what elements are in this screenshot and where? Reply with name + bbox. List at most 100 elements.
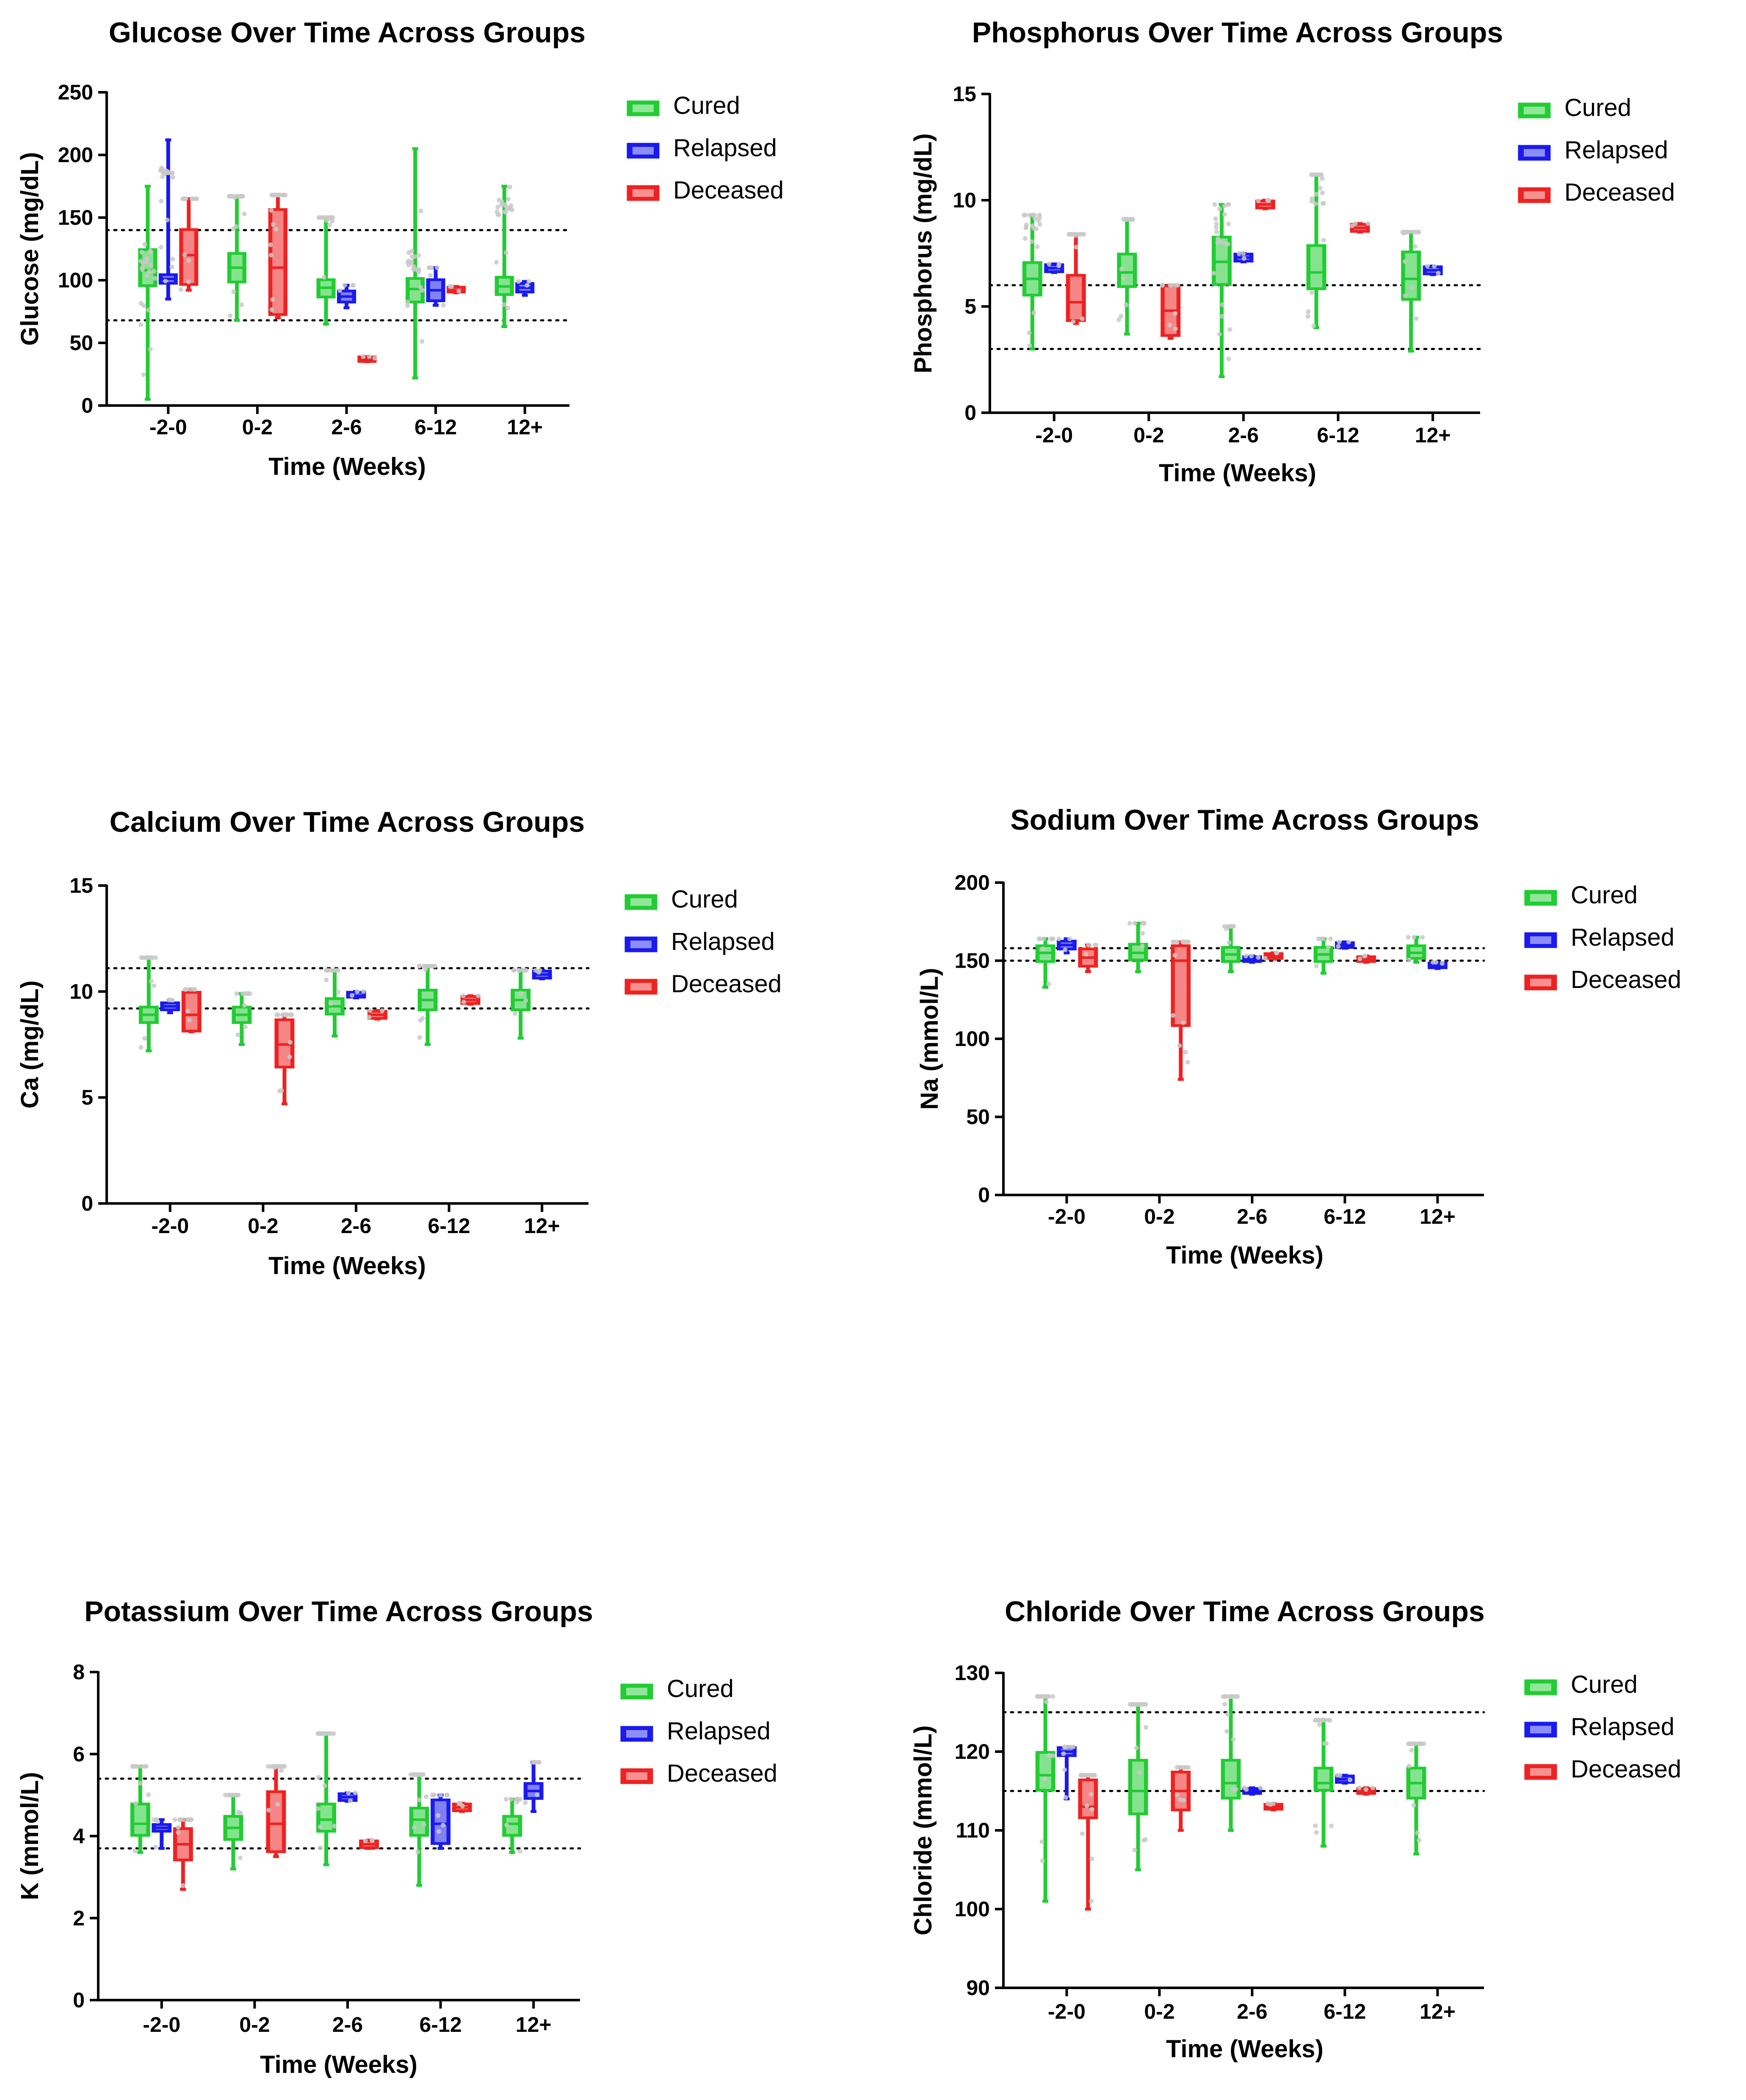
box-deceased-1 [1171, 939, 1191, 1081]
data-point [1228, 1694, 1233, 1699]
data-point [1215, 240, 1220, 245]
data-point [503, 210, 508, 215]
data-point [1237, 251, 1242, 256]
data-point [133, 1849, 138, 1854]
data-point [1029, 239, 1034, 244]
data-point [322, 1783, 327, 1788]
data-point [1121, 276, 1126, 281]
data-point [1181, 1020, 1186, 1025]
box-deceased-1 [1160, 283, 1181, 340]
data-point [1047, 1753, 1052, 1758]
x-tick-label: 6-12 [428, 1214, 470, 1238]
data-point [231, 289, 236, 294]
data-point [324, 968, 329, 973]
box [409, 1807, 429, 1837]
box-cured-2 [1221, 1694, 1241, 1832]
data-point [148, 262, 153, 267]
legend-swatch-inner [1530, 979, 1551, 986]
data-point [405, 303, 410, 308]
x-tick-label: -2-0 [151, 1214, 189, 1238]
data-point [1224, 926, 1229, 931]
data-point [265, 1764, 271, 1769]
data-point [1124, 302, 1129, 307]
data-point [163, 279, 168, 284]
data-point [1140, 943, 1145, 948]
data-point [1031, 310, 1036, 315]
legend: Cured Relapsed Deceased [620, 1675, 777, 1787]
box-cured-4 [1406, 935, 1426, 964]
data-point [1401, 229, 1406, 235]
box-relapsed-2 [337, 283, 356, 309]
y-tick-label: 15 [953, 82, 976, 106]
data-point [1168, 283, 1173, 288]
x-tick-label: -2-0 [1048, 2000, 1086, 2023]
y-tick-label: 0 [978, 1183, 990, 1207]
data-point [535, 1792, 540, 1797]
data-point [282, 1764, 287, 1769]
data-point [1223, 1694, 1228, 1699]
data-point [1313, 201, 1318, 206]
data-point [327, 223, 332, 228]
data-point [318, 215, 323, 220]
legend-label-cured: Cured [1571, 1671, 1638, 1698]
data-point [420, 1016, 425, 1021]
data-point [274, 227, 279, 232]
y-axis-title: Chloride (mmol/L) [909, 1725, 937, 1935]
data-point [182, 252, 187, 257]
data-point [1309, 172, 1314, 177]
legend-label-relapsed: Relapsed [673, 134, 777, 162]
data-point [1231, 924, 1236, 929]
data-point [367, 354, 372, 359]
data-point [1039, 1694, 1044, 1699]
data-point [1086, 943, 1091, 948]
y-tick-label: 100 [955, 1027, 990, 1051]
y-tick-label: 15 [69, 874, 93, 897]
data-point [282, 1012, 287, 1017]
box-cured-3 [405, 147, 425, 380]
data-point [1421, 1741, 1426, 1746]
data-point [1242, 256, 1247, 261]
box-relapsed-2 [337, 1791, 358, 1803]
data-point [1409, 1748, 1414, 1753]
data-point [380, 1008, 385, 1013]
x-tick-label: -2-0 [149, 415, 187, 439]
data-point [242, 1003, 247, 1008]
data-point [348, 1798, 353, 1803]
box [181, 991, 202, 1032]
data-point [370, 1838, 375, 1843]
data-point [1062, 1744, 1067, 1750]
legend: Cured Relapsed Deceased [1518, 94, 1675, 206]
box [431, 1798, 451, 1845]
data-point [277, 1764, 282, 1769]
data-point [1243, 953, 1249, 958]
data-point [1032, 212, 1037, 218]
box-inner [1174, 947, 1187, 1024]
box-relapsed-4 [523, 1760, 544, 1813]
legend-label-relapsed: Relapsed [667, 1717, 771, 1745]
data-point [1317, 1722, 1322, 1727]
data-point [412, 1772, 417, 1777]
box-relapsed-3 [1335, 939, 1355, 950]
data-point [324, 977, 329, 982]
data-point [505, 206, 510, 211]
legend-swatch-inner [633, 147, 654, 155]
legend-label-cured: Cured [673, 92, 740, 119]
box-deceased-3 [446, 284, 466, 295]
data-point [507, 185, 512, 190]
legend-swatch-inner [633, 189, 654, 197]
x-tick-label: 6-12 [1323, 1205, 1366, 1228]
data-point [1223, 241, 1228, 246]
box [1171, 944, 1191, 1027]
data-point [1182, 1765, 1188, 1770]
x-tick-label: -2-0 [1048, 1205, 1086, 1228]
box-inner [1070, 276, 1082, 320]
data-point [1132, 1848, 1137, 1853]
data-point [1084, 1803, 1089, 1808]
legend-label-deceased: Deceased [1571, 966, 1681, 993]
data-point [142, 1036, 147, 1041]
data-point [191, 987, 196, 992]
legend-swatch-inner [626, 1730, 647, 1738]
box-cured-4 [1406, 1741, 1426, 1856]
data-point [1337, 939, 1342, 944]
